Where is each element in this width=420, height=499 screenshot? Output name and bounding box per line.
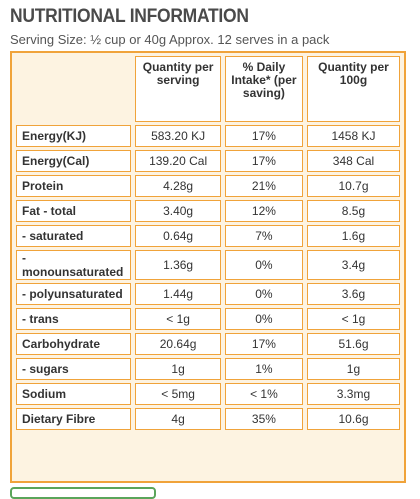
column-header: Quantity per serving	[135, 56, 221, 122]
table-row: - trans < 1g 0% < 1g	[16, 308, 400, 330]
cell-value: 1.44g	[135, 283, 221, 305]
table-row: - monounsaturated 1.36g 0% 3.4g	[16, 250, 400, 280]
cell-value: 3.4g	[306, 250, 400, 280]
cell-value: 10.7g	[306, 175, 400, 197]
cell-value: 10.6g	[306, 408, 400, 430]
table-row: Fat - total 3.40g 12% 8.5g	[16, 200, 400, 222]
cell-value: < 5mg	[135, 383, 221, 405]
row-label: Energy(KJ)	[16, 125, 132, 147]
cell-value: 20.64g	[135, 333, 221, 355]
cell-value: 3.40g	[135, 200, 221, 222]
row-label: Sodium	[16, 383, 132, 405]
cell-value: 1.6g	[306, 225, 400, 247]
cell-value: 21%	[224, 175, 303, 197]
cell-value: 3.6g	[306, 283, 400, 305]
cell-value: < 1%	[224, 383, 303, 405]
header-row: Quantity per serving% Daily Intake* (per…	[16, 56, 400, 122]
cell-value: 1458 KJ	[306, 125, 400, 147]
row-label: - monounsaturated	[16, 250, 132, 280]
column-header: % Daily Intake* (per saving)	[224, 56, 303, 122]
row-label: Energy(Cal)	[16, 150, 132, 172]
row-label: Dietary Fibre	[16, 408, 132, 430]
cell-value: 1.36g	[135, 250, 221, 280]
cell-value: < 1g	[306, 308, 400, 330]
cell-value: 1g	[306, 358, 400, 380]
row-label: - trans	[16, 308, 132, 330]
cell-value: 0.64g	[135, 225, 221, 247]
nutrition-table: Quantity per serving% Daily Intake* (per…	[12, 53, 404, 433]
column-header: Quantity per 100g	[306, 56, 400, 122]
cell-value: 4g	[135, 408, 221, 430]
cell-value: 0%	[224, 308, 303, 330]
cell-value: 17%	[224, 125, 303, 147]
cell-value: 0%	[224, 283, 303, 305]
cell-value: 17%	[224, 333, 303, 355]
row-label: Protein	[16, 175, 132, 197]
cell-value: 0%	[224, 250, 303, 280]
note-box	[10, 487, 156, 499]
cell-value: < 1g	[135, 308, 221, 330]
cell-value: 17%	[224, 150, 303, 172]
cell-value: 348 Cal	[306, 150, 400, 172]
cell-value: 139.20 Cal	[135, 150, 221, 172]
cell-value: 12%	[224, 200, 303, 222]
row-label: Carbohydrate	[16, 333, 132, 355]
table-row: Carbohydrate 20.64g 17% 51.6g	[16, 333, 400, 355]
serving-info: Serving Size: ½ cup or 40g Approx. 12 se…	[10, 32, 330, 47]
table-row: Dietary Fibre 4g 35% 10.6g	[16, 408, 400, 430]
table-row: - sugars 1g 1% 1g	[16, 358, 400, 380]
cell-value: 3.3mg	[306, 383, 400, 405]
cell-value: 4.28g	[135, 175, 221, 197]
row-label: - sugars	[16, 358, 132, 380]
table-row: Energy(KJ) 583.20 KJ 17% 1458 KJ	[16, 125, 400, 147]
row-label: - saturated	[16, 225, 132, 247]
blank-header	[16, 56, 131, 122]
table-row: - saturated 0.64g 7% 1.6g	[16, 225, 400, 247]
table-row: - polyunsaturated 1.44g 0% 3.6g	[16, 283, 400, 305]
table-row: Sodium < 5mg < 1% 3.3mg	[16, 383, 400, 405]
title: NUTRITIONAL INFORMATION	[10, 6, 249, 27]
cell-value: 35%	[224, 408, 303, 430]
row-label: - polyunsaturated	[16, 283, 132, 305]
table-row: Energy(Cal) 139.20 Cal 17% 348 Cal	[16, 150, 400, 172]
row-label: Fat - total	[16, 200, 132, 222]
nutrition-panel: Quantity per serving% Daily Intake* (per…	[10, 51, 406, 483]
cell-value: 51.6g	[306, 333, 400, 355]
cell-value: 8.5g	[306, 200, 400, 222]
table-body: Energy(KJ) 583.20 KJ 17% 1458 KJ Energy(Cal)…	[16, 125, 400, 430]
cell-value: 1%	[224, 358, 303, 380]
cell-value: 7%	[224, 225, 303, 247]
cell-value: 583.20 KJ	[135, 125, 221, 147]
cell-value: 1g	[135, 358, 221, 380]
table-row: Protein 4.28g 21% 10.7g	[16, 175, 400, 197]
